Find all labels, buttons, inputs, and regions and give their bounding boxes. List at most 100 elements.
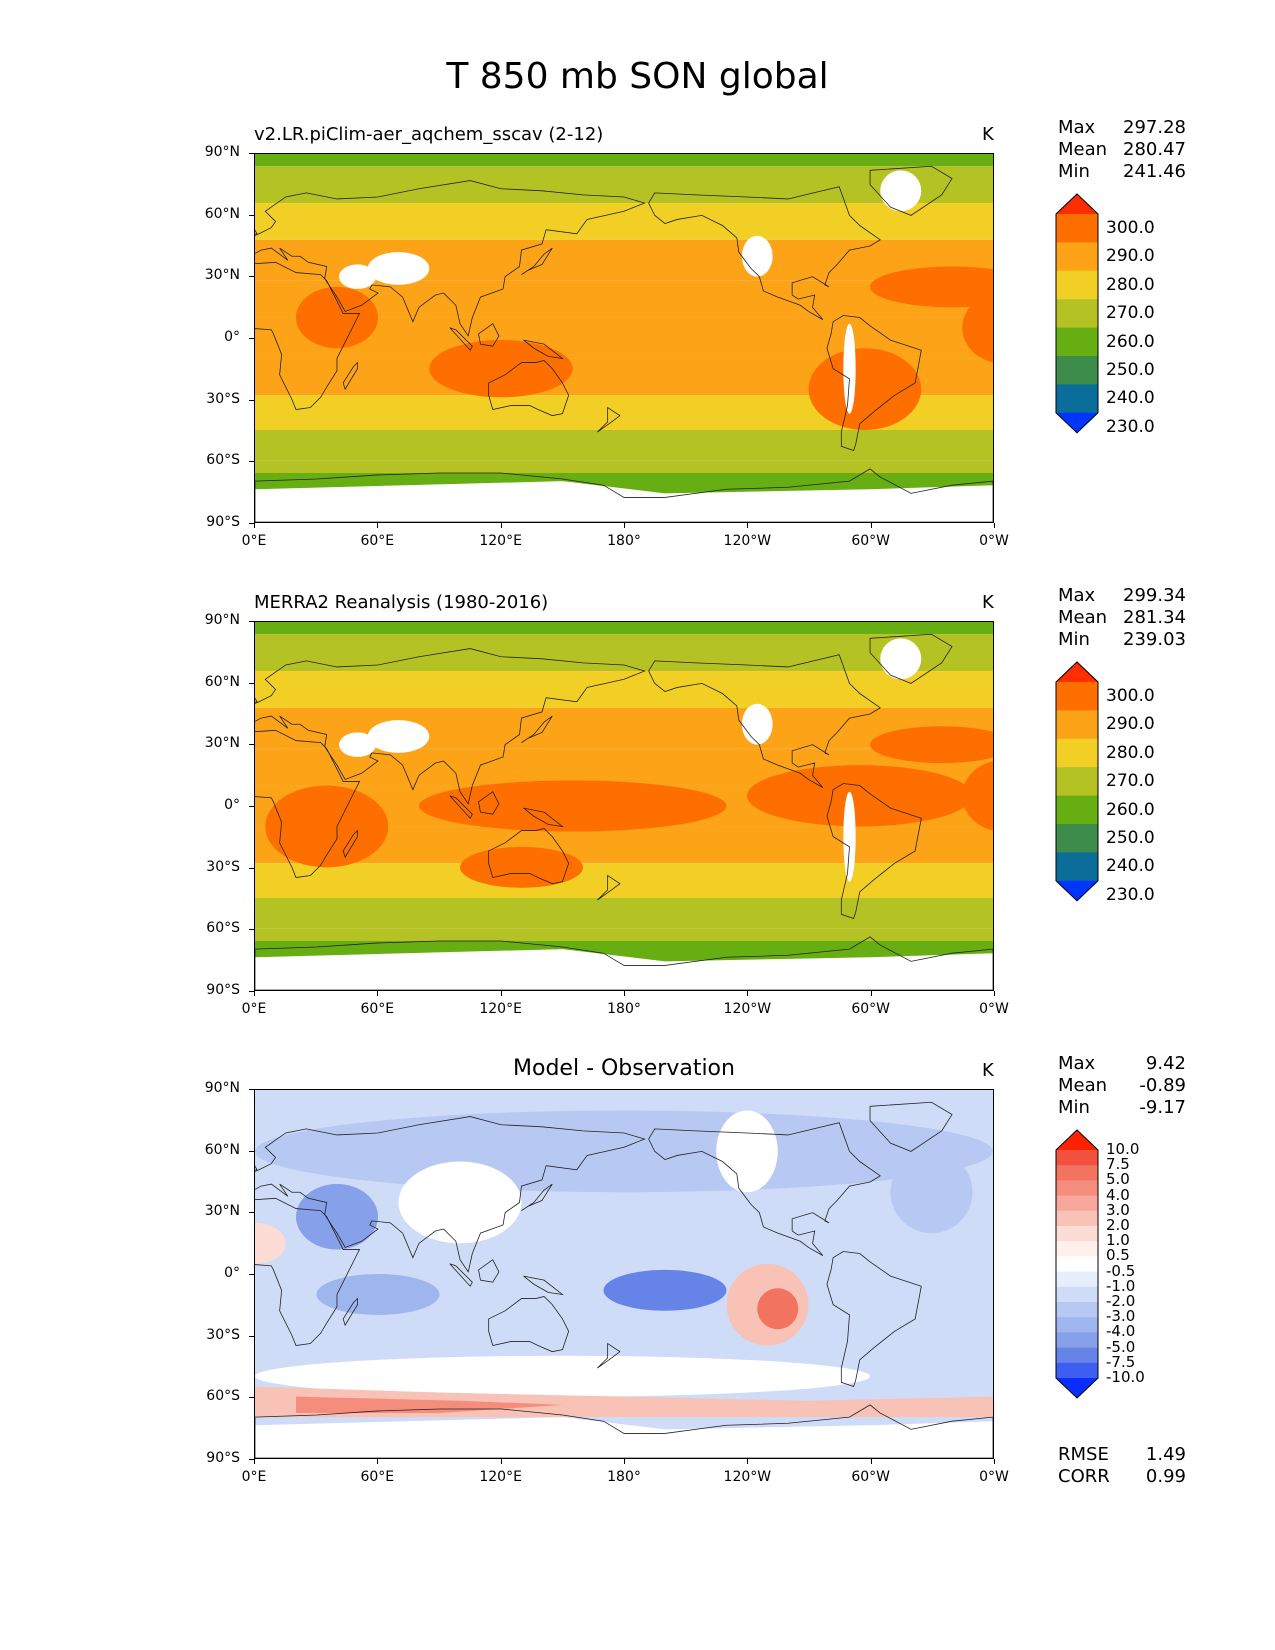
latitude-tick-label: 90°S: [206, 1450, 240, 1466]
colorbar-extend-max: [1056, 662, 1098, 682]
longitude-tick: [870, 991, 872, 996]
longitude-tick: [870, 1459, 872, 1464]
map-panel-1: v2.LR.piClim-aer_aqchem_sscav (2-12) K 90°…: [0, 0, 1275, 549]
colorbar-extend-min: [1056, 880, 1098, 901]
colorbar-segment: [1056, 1210, 1098, 1227]
latitude-tick-label: 30°N: [204, 267, 240, 284]
colorbar-segment: [1056, 682, 1098, 711]
contour-band: [255, 203, 993, 240]
map-panel-3: Model - Observation K 90°N 60°N 30°N 0° 30°S 60…: [0, 0, 1275, 1487]
stat-value: 9.42: [1145, 1053, 1186, 1074]
longitude-tick-label: 0°E: [241, 1469, 267, 1485]
coastline-sumatra: [449, 1263, 473, 1287]
diff-region: [398, 1161, 522, 1244]
warm-region: [460, 846, 583, 888]
longitude-tick-label: 0°W: [979, 1469, 1009, 1485]
warm-region: [808, 348, 922, 430]
stat-value: -9.17: [1139, 1097, 1186, 1118]
coastline-new-guinea: [523, 1275, 564, 1296]
warm-region: [962, 761, 993, 831]
colorbar-segment: [1056, 1195, 1098, 1212]
coastline-borneo: [478, 1259, 500, 1283]
coastline-japan: [521, 715, 553, 743]
latitude-tick-label: 60°S: [206, 452, 240, 469]
coastline-eurasia: [255, 180, 646, 337]
colorbar-label: -7.5: [1106, 1352, 1136, 1371]
coastline-madagascar: [342, 361, 358, 391]
map-plot: [254, 153, 994, 523]
warm-region: [962, 293, 993, 363]
colorbar-segment: [1056, 299, 1098, 329]
longitude-tick: [377, 1459, 379, 1464]
masked-antarctica: [255, 1417, 993, 1458]
longitude-tick-label: 0°W: [979, 533, 1009, 549]
latitude-tick: [249, 461, 254, 463]
coastline-south-america: [826, 315, 922, 451]
contour-band: [255, 622, 993, 635]
masked-terrain: [880, 170, 922, 212]
coastline-australia: [488, 360, 570, 417]
coastline-south-america: [826, 783, 922, 919]
longitude-tick-label: 120°E: [479, 533, 522, 549]
masked-terrain: [339, 732, 376, 757]
colorbar-extend-max: [1056, 194, 1098, 214]
colorbar-label: -10.0: [1106, 1368, 1145, 1386]
stat-row: Max 299.34: [1058, 585, 1186, 607]
colorbar-label: 7.5: [1106, 1155, 1130, 1174]
colorbar-segment: [1056, 1180, 1098, 1197]
longitude-tick: [994, 523, 995, 528]
diff-region: [255, 1110, 993, 1193]
coastline-japan: [521, 247, 553, 275]
coastline-borneo: [478, 791, 500, 815]
colorbar-label: 5.0: [1106, 1170, 1130, 1189]
masked-terrain: [843, 791, 856, 882]
stat-label: Min: [1058, 629, 1090, 650]
colorbar-segment: [1056, 1241, 1098, 1257]
latitude-tick-label: 90°N: [204, 144, 240, 160]
stat-label: Mean: [1058, 607, 1108, 628]
diff-region: [255, 1355, 870, 1397]
longitude-tick-label: 180°: [607, 1001, 641, 1017]
colorbar-segment: [1056, 824, 1098, 853]
stat-row: Min -9.17: [1058, 1097, 1186, 1119]
contour-band: [255, 280, 993, 318]
latitude-tick-label: 90°N: [204, 1080, 240, 1096]
longitude-tick: [747, 523, 749, 528]
stat-row: Max 9.42: [1058, 1053, 1186, 1075]
field-stats: Max 299.34 Mean 281.34 Min 239.03: [1058, 585, 1186, 651]
coastline-australia: [488, 828, 570, 885]
colorbar-label: 300.0: [1106, 686, 1155, 706]
warm-region: [870, 266, 993, 308]
warm-region: [296, 286, 378, 349]
longitude-tick: [624, 991, 625, 996]
coastline-sumatra: [449, 327, 473, 351]
colorbar-segment: [1056, 1332, 1098, 1349]
longitude-tick: [500, 1459, 502, 1464]
longitude-tick-label: 60°E: [360, 1469, 395, 1485]
longitude-tick-label: 0°E: [241, 533, 267, 549]
masked-terrain: [367, 252, 430, 285]
longitude-tick-label: 60°E: [360, 1001, 395, 1017]
latitude-tick: [249, 991, 254, 992]
latitude-tick: [249, 1397, 254, 1399]
colorbar-segment: [1056, 852, 1098, 882]
latitude-tick: [249, 153, 254, 154]
colorbar-outline: [1055, 193, 1099, 434]
diff-metrics: RMSE 1.49 CORR 0.99: [1058, 1444, 1186, 1488]
stat-label: Max: [1058, 585, 1096, 606]
metric-label: CORR: [1058, 1466, 1110, 1487]
metric-value: 0.99: [1145, 1466, 1186, 1487]
longitude-tick-label: 0°E: [241, 1001, 267, 1017]
stat-value: 239.03: [1123, 629, 1186, 650]
latitude-tick-label: 0°: [224, 329, 240, 345]
warm-region: [870, 726, 993, 764]
masked-terrain: [843, 323, 856, 414]
contour-band: [255, 671, 993, 708]
colorbar-label: 240.0: [1106, 856, 1155, 877]
colorbar-label: 280.0: [1106, 274, 1155, 295]
coastline-greenland: [869, 1101, 953, 1152]
coastline-eurasia: [255, 648, 646, 805]
colorbar-segment: [1056, 1286, 1098, 1303]
colorbar-segment: [1056, 270, 1098, 300]
coastline-antarctica: [255, 468, 993, 522]
